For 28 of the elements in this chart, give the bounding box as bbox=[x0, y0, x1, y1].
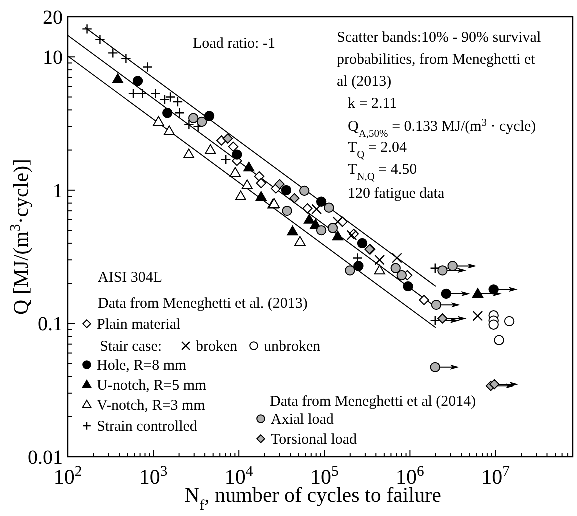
x-tick-label: 10$^{3}$ bbox=[139, 464, 168, 489]
annotation: Scatter bands:10% - 90% survival bbox=[337, 30, 542, 46]
annotation: 120 fatigue data bbox=[348, 186, 445, 202]
y-tick-label: 1 bbox=[53, 180, 63, 202]
annotation: k = 2.11 bbox=[348, 96, 398, 112]
annotation: al (2013) bbox=[337, 74, 392, 90]
annotation: Stair case: bbox=[100, 339, 162, 355]
legend-label: Axial load bbox=[271, 412, 334, 428]
annotation: T$_{Q}$ = 2.04 bbox=[348, 140, 408, 160]
annotation: probabilities, from Meneghetti et bbox=[337, 52, 536, 68]
legend-label: broken bbox=[196, 339, 238, 355]
y-tick-label: 0.1 bbox=[38, 314, 63, 336]
legend-label: Torsional load bbox=[271, 432, 358, 448]
x-tick-label: 10$^{7}$ bbox=[482, 464, 510, 489]
legend-label: Plain material bbox=[97, 317, 181, 333]
legend-label: U-notch, R=5 mm bbox=[97, 378, 208, 394]
legend-label: V-notch, R=3 mm bbox=[97, 398, 206, 414]
annotation: AISI 304L bbox=[98, 270, 163, 286]
legend-label: unbroken bbox=[264, 339, 322, 355]
y-tick-label: 20 bbox=[43, 7, 63, 29]
annotation: Data from Meneghetti et al. (2013) bbox=[98, 296, 308, 312]
legend-label: Strain controlled bbox=[97, 419, 198, 435]
y-tick-label: 10 bbox=[43, 47, 63, 70]
annotation: T$_{N,Q}$ = 4.50 bbox=[348, 162, 418, 182]
annotation: Data from Meneghetti et al (2014) bbox=[270, 394, 476, 410]
annotation: Q$_{A,50%}$ = 0.133 MJ/(m$^{3}$ · cycle) bbox=[348, 118, 536, 140]
legend-label: Hole, R=8 mm bbox=[97, 358, 188, 374]
annotation: Load ratio: -1 bbox=[193, 36, 276, 52]
